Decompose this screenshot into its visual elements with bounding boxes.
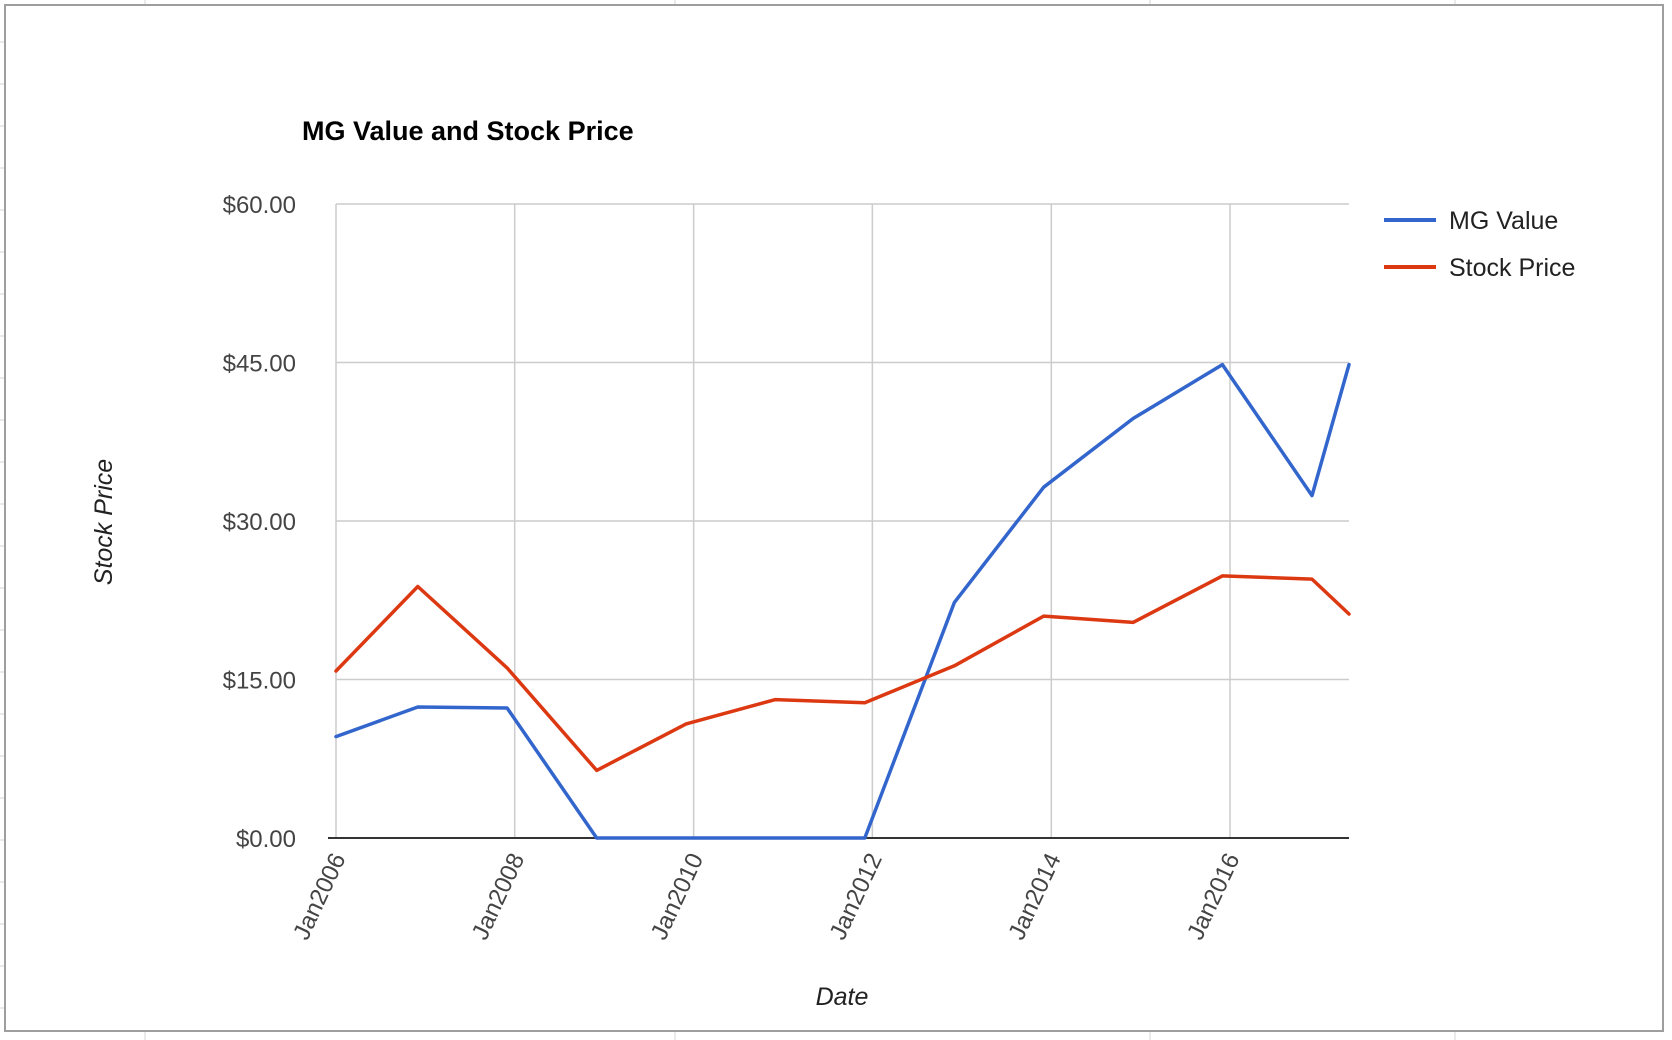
- y-axis-label: Stock Price: [90, 459, 118, 585]
- x-tick-label: Jan2012: [824, 849, 887, 944]
- x-tick-label: Jan2014: [1003, 849, 1066, 944]
- y-tick-label: $15.00: [223, 668, 296, 695]
- chart-title: MG Value and Stock Price: [302, 116, 634, 146]
- series-lines: [334, 362, 1351, 840]
- y-tick-label: $60.00: [223, 192, 296, 219]
- chart-container[interactable]: MG Value and Stock Price $0.00 $15.00 $30.…: [4, 4, 1664, 1032]
- series-line-mg-value: [334, 362, 1351, 840]
- line-chart: MG Value and Stock Price $0.00 $15.00 $30.…: [90, 116, 1575, 1011]
- x-axis-tick-labels: Jan2006 Jan2008 Jan2010 Jan2012 Jan2014 Jan20…: [288, 849, 1245, 944]
- x-tick-label: Jan2006: [288, 849, 351, 944]
- gridlines: [335, 203, 1349, 838]
- series-line-stock-price: [334, 574, 1351, 773]
- y-tick-label: $0.00: [236, 826, 296, 853]
- y-tick-label: $45.00: [223, 351, 296, 378]
- y-tick-label: $30.00: [223, 509, 296, 536]
- legend: MG Value Stock Price: [1384, 207, 1575, 282]
- x-tick-label: Jan2008: [467, 849, 530, 944]
- y-axis-tick-labels: $0.00 $15.00 $30.00 $45.00 $60.00: [223, 192, 296, 853]
- x-tick-label: Jan2016: [1182, 849, 1245, 944]
- legend-label: MG Value: [1449, 207, 1558, 235]
- x-axis-label: Date: [816, 983, 869, 1011]
- legend-label: Stock Price: [1449, 254, 1575, 282]
- x-tick-label: Jan2010: [646, 849, 709, 944]
